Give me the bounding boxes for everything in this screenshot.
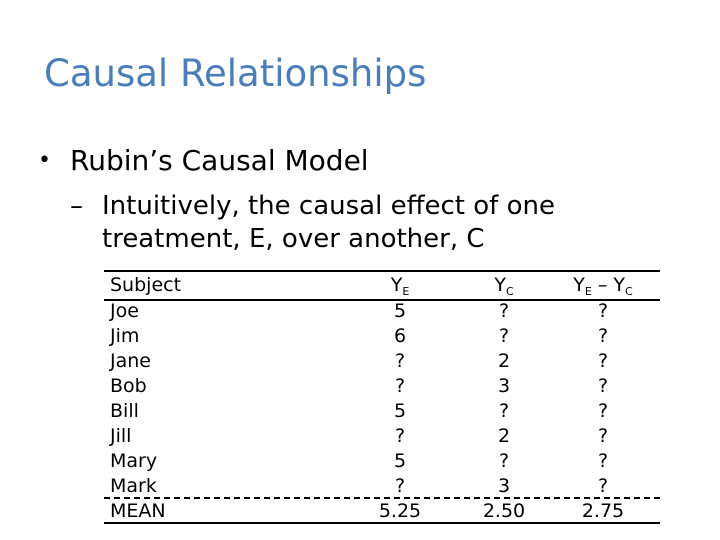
header-difference: YE – YC bbox=[573, 274, 633, 298]
table-row: Mary 5 ? ? bbox=[104, 449, 660, 474]
table-mean-row: MEAN 5.25 2.50 2.75 bbox=[104, 499, 660, 524]
cell-diff: ? bbox=[597, 425, 609, 447]
table-top-rule bbox=[104, 270, 660, 272]
cell-subject: Jim bbox=[110, 325, 140, 347]
header-subject: Subject bbox=[110, 274, 182, 296]
cell-subject: Mary bbox=[110, 450, 158, 472]
cell-subject: Bill bbox=[110, 400, 139, 422]
mean-ye: 5.25 bbox=[378, 500, 422, 522]
table-row: Jim 6 ? ? bbox=[104, 324, 660, 349]
cell-diff: ? bbox=[597, 400, 609, 422]
cell-diff: ? bbox=[597, 350, 609, 372]
cell-yc: 3 bbox=[497, 475, 511, 497]
sub-bullet: – Intuitively, the causal effect of one … bbox=[70, 190, 555, 256]
mean-diff: 2.75 bbox=[581, 500, 625, 522]
header-ye: YE bbox=[390, 274, 410, 298]
cell-yc: ? bbox=[498, 450, 510, 472]
cell-diff: ? bbox=[597, 325, 609, 347]
bullet-rubin-model: • Rubin’s Causal Model bbox=[38, 144, 369, 177]
cell-diff: ? bbox=[597, 300, 609, 322]
table-bottom-rule bbox=[104, 522, 660, 524]
cell-ye: 5 bbox=[393, 450, 407, 472]
cell-subject: Mark bbox=[110, 475, 157, 497]
table-row: Bob ? 3 ? bbox=[104, 374, 660, 399]
sub-bullet-dash: – bbox=[70, 191, 83, 221]
cell-yc: 2 bbox=[497, 425, 511, 447]
cell-ye: ? bbox=[394, 350, 406, 372]
table-row: Bill 5 ? ? bbox=[104, 399, 660, 424]
causal-effect-table: Subject YE YC YE – YC Joe 5 ? ? Jim 6 ? … bbox=[104, 270, 660, 524]
slide-title: Causal Relationships bbox=[44, 52, 427, 95]
header-yc: YC bbox=[494, 274, 514, 298]
cell-diff: ? bbox=[597, 375, 609, 397]
table-header-row: Subject YE YC YE – YC bbox=[104, 273, 660, 298]
table-mean-rule bbox=[104, 497, 660, 499]
table-header-rule bbox=[104, 299, 660, 301]
cell-ye: ? bbox=[394, 425, 406, 447]
cell-yc: 2 bbox=[497, 350, 511, 372]
bullet-dot-icon: • bbox=[38, 148, 51, 173]
cell-subject: Bob bbox=[110, 375, 147, 397]
cell-ye: ? bbox=[394, 475, 406, 497]
mean-label: MEAN bbox=[110, 500, 166, 522]
table-row: Jane ? 2 ? bbox=[104, 349, 660, 374]
mean-yc: 2.50 bbox=[482, 500, 526, 522]
cell-ye: 5 bbox=[393, 400, 407, 422]
table-row: Jill ? 2 ? bbox=[104, 424, 660, 449]
sub-bullet-line-2: treatment, E, over another, C bbox=[102, 224, 485, 254]
cell-diff: ? bbox=[597, 475, 609, 497]
cell-diff: ? bbox=[597, 450, 609, 472]
bullet-text: Rubin’s Causal Model bbox=[70, 144, 369, 177]
cell-ye: 5 bbox=[393, 300, 407, 322]
cell-subject: Joe bbox=[110, 300, 139, 322]
cell-yc: 3 bbox=[497, 375, 511, 397]
table-row: Mark ? 3 ? bbox=[104, 474, 660, 499]
cell-ye: 6 bbox=[393, 325, 407, 347]
cell-yc: ? bbox=[498, 325, 510, 347]
cell-yc: ? bbox=[498, 300, 510, 322]
cell-subject: Jane bbox=[110, 350, 151, 372]
cell-ye: ? bbox=[394, 375, 406, 397]
sub-bullet-line-1: Intuitively, the causal effect of one bbox=[102, 191, 555, 221]
cell-yc: ? bbox=[498, 400, 510, 422]
table-row: Joe 5 ? ? bbox=[104, 299, 660, 324]
cell-subject: Jill bbox=[110, 425, 132, 447]
